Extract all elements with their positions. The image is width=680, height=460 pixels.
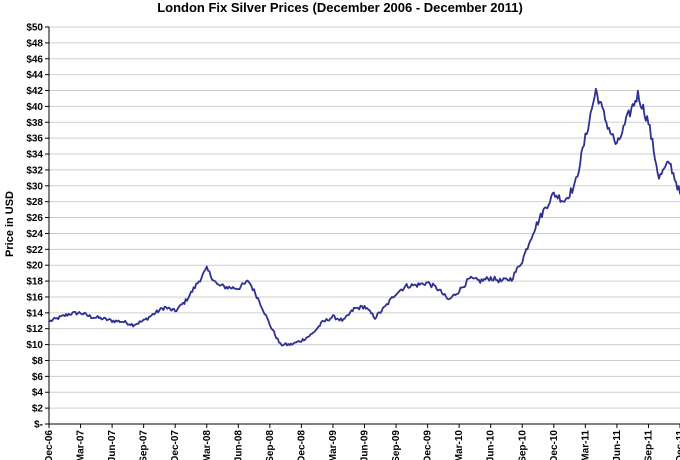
y-tick-label: $36 [26, 134, 43, 145]
x-tick-label: Dec-11 [675, 430, 680, 460]
x-tick-label: Mar-07 [76, 430, 87, 460]
y-tick-label: $4 [32, 388, 44, 399]
y-tick-label: $40 [26, 102, 43, 113]
y-axis-label: Price in USD [4, 191, 16, 257]
y-tick-label: $32 [26, 165, 43, 176]
x-tick-label: Dec-07 [170, 430, 181, 460]
y-tick-labels: $- $2 $4 $6 $8 $10 $12 $14 $16 $18 $20 $22 $24 $26 $28… [26, 23, 43, 431]
series-layer [48, 87, 680, 347]
y-tick-label: $42 [26, 86, 43, 97]
axes [45, 26, 680, 428]
y-tick-label: $10 [26, 340, 43, 351]
x-tick-label: Jun-08 [233, 430, 244, 460]
y-tick-label: $34 [26, 150, 43, 161]
x-tick-label: Sep-10 [517, 430, 528, 460]
y-tick-label: $20 [26, 261, 43, 272]
chart-title: London Fix Silver Prices (December 2006 … [157, 0, 523, 15]
x-tick-label: Mar-08 [202, 430, 213, 460]
series-line [48, 87, 680, 347]
y-tick-label: $16 [26, 292, 43, 303]
y-tick-label: $50 [26, 23, 43, 34]
y-tick-label: $38 [26, 118, 43, 129]
grid-lines [49, 26, 680, 409]
y-tick-label: $- [34, 420, 43, 431]
x-tick-label: Sep-09 [391, 430, 402, 460]
y-tick-label: $26 [26, 213, 43, 224]
y-tick-label: $12 [26, 324, 43, 335]
x-tick-label: Jun-10 [486, 430, 497, 460]
y-tick-label: $22 [26, 245, 43, 256]
y-tick-label: $28 [26, 197, 43, 208]
y-tick-label: $48 [26, 38, 43, 49]
x-tick-labels: Dec-06 Mar-07 Jun-07 Sep-07 Dec-07 Mar-08 Jun-… [44, 430, 680, 460]
x-tick-label: Dec-10 [549, 430, 560, 460]
y-tick-label: $6 [32, 372, 44, 383]
y-tick-label: $8 [32, 356, 44, 367]
x-tick-label: Jun-07 [107, 430, 118, 460]
x-tick-label: Sep-11 [643, 430, 654, 460]
x-tick-label: Dec-08 [296, 430, 307, 460]
x-tick-label: Sep-07 [139, 430, 150, 460]
x-tick-label: Dec-06 [44, 430, 55, 460]
y-tick-label: $24 [26, 229, 43, 240]
y-tick-label: $2 [32, 404, 44, 415]
y-tick-label: $46 [26, 54, 43, 65]
y-tick-label: $30 [26, 181, 43, 192]
y-tick-label: $14 [26, 308, 43, 319]
x-tick-label: Mar-11 [580, 430, 591, 460]
x-tick-label: Dec-09 [423, 430, 434, 460]
y-tick-label: $18 [26, 277, 43, 288]
y-tick-label: $44 [26, 70, 43, 81]
x-tick-label: Sep-08 [265, 430, 276, 460]
x-tick-label: Mar-09 [328, 430, 339, 460]
x-tick-label: Mar-10 [454, 430, 465, 460]
x-tick-label: Jun-09 [360, 430, 371, 460]
x-tick-label: Jun-11 [612, 430, 623, 460]
